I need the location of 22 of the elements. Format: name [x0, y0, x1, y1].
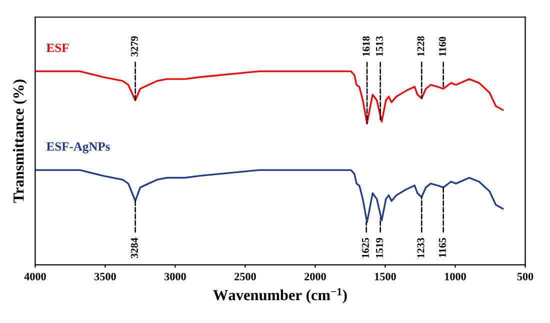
annotation: 1228 [417, 36, 424, 56]
series-label: ESF-AgNPs [46, 142, 110, 154]
annotation: 1625 [362, 238, 369, 258]
annotation: 1165 [438, 238, 446, 258]
x-tick-label: 1500 [375, 272, 396, 280]
x-tick-label: 1000 [445, 272, 466, 280]
series-label: ESF [46, 44, 69, 52]
annotation: 1519 [376, 238, 383, 258]
annotation: 1233 [417, 238, 424, 258]
y-axis-title: Transmittance (%) [13, 80, 27, 203]
annotation: 1513 [376, 36, 383, 56]
annotation: 3284 [130, 238, 138, 258]
x-tick-label: 3000 [164, 272, 186, 280]
x-tick-label: 500 [517, 272, 534, 280]
annotation: 1618 [362, 36, 370, 56]
x-tick-label: 3500 [94, 272, 116, 280]
x-tick-label: 2500 [234, 272, 256, 280]
x-tick-label: 4000 [24, 272, 46, 280]
x-axis-title: Wavenumber (cm$^{−1}$) [213, 288, 347, 304]
annotation: 3279 [130, 36, 138, 56]
x-tick-label: 2000 [304, 272, 326, 280]
annotation: 1160 [438, 36, 446, 56]
